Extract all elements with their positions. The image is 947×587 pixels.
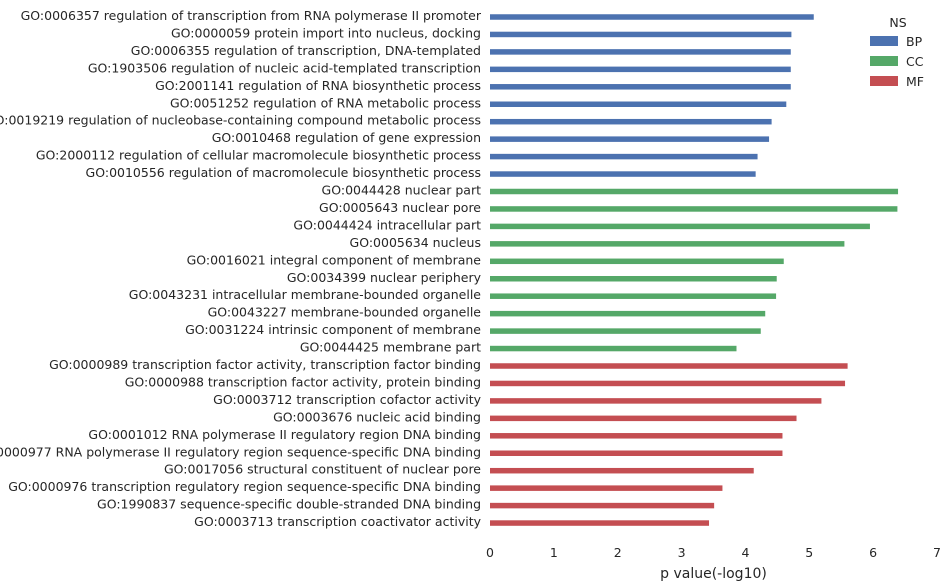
bar-cc	[490, 276, 777, 282]
bar-cc	[490, 223, 870, 230]
category-label: GO:2000112 regulation of cellular macrom…	[36, 148, 481, 163]
x-tick-label: 2	[614, 545, 622, 560]
bar-mf	[490, 433, 783, 439]
category-label: GO:0003676 nucleic acid binding	[273, 409, 481, 424]
bar-bp	[490, 84, 791, 90]
x-axis: 0 1 2 3 4 5 6 7	[486, 545, 941, 560]
legend-swatch-mf	[870, 76, 898, 86]
category-label: GO:1903506 regulation of nucleic acid-te…	[88, 60, 481, 75]
category-label: GO:1990837 sequence-specific double-stra…	[97, 497, 481, 512]
category-label: GO:0044424 intracellular part	[293, 217, 481, 232]
category-label: GO:0017056 structural constituent of nuc…	[164, 462, 481, 477]
legend: NS BP CC MF	[870, 15, 924, 89]
bar-bp	[490, 136, 770, 142]
category-label: GO:0044428 nuclear part	[322, 183, 482, 198]
bar-cc	[490, 310, 766, 317]
bar-mf	[490, 467, 754, 474]
bars-layer	[490, 14, 899, 526]
bar-bp	[490, 14, 814, 20]
x-tick-label: 5	[805, 545, 813, 560]
bar-mf	[490, 485, 723, 491]
category-labels-layer: GO:0006357 regulation of transcription f…	[0, 8, 482, 529]
category-label: GO:0010556 regulation of macromolecule b…	[86, 165, 481, 180]
bar-mf	[490, 363, 848, 369]
category-label: GO:0044425 membrane part	[300, 340, 481, 355]
bar-bp	[490, 101, 787, 107]
category-label: GO:0000989 transcription factor activity…	[49, 357, 481, 372]
x-tick-label: 1	[550, 545, 558, 560]
category-label: GO:0000988 transcription factor activity…	[125, 374, 481, 389]
bar-bp	[490, 49, 791, 55]
bar-cc	[490, 188, 899, 195]
category-label: GO:0000059 protein import into nucleus, …	[171, 25, 481, 40]
bar-cc	[490, 345, 737, 352]
category-label: GO:0043227 membrane-bounded organelle	[208, 305, 482, 320]
bar-bp	[490, 118, 772, 125]
category-label: GO:0001012 RNA polymerase II regulatory …	[88, 427, 481, 442]
category-label: GO:0019219 regulation of nucleobase-cont…	[0, 113, 481, 128]
bar-cc	[490, 241, 845, 247]
category-label: GO:0010468 regulation of gene expression	[212, 130, 481, 145]
bar-bp	[490, 171, 756, 177]
bar-cc	[490, 328, 761, 334]
bar-cc	[490, 293, 777, 299]
bar-bp	[490, 153, 758, 160]
bar-cc	[490, 206, 898, 212]
x-tick-label: 6	[869, 545, 877, 560]
bar-mf	[490, 502, 715, 509]
legend-label-bp: BP	[906, 34, 923, 49]
category-label: GO:0051252 regulation of RNA metabolic p…	[170, 95, 481, 110]
category-label: GO:0043231 intracellular membrane-bounde…	[129, 287, 482, 302]
category-label: GO:0006355 regulation of transcription, …	[131, 43, 481, 58]
category-label: GO:0000976 transcription regulatory regi…	[8, 479, 481, 494]
x-tick-label: 4	[741, 545, 749, 560]
legend-swatch-cc	[870, 56, 898, 66]
bar-bp	[490, 31, 792, 38]
x-axis-title: p value(-log10)	[660, 566, 767, 582]
category-label: GO:0000977 RNA polymerase II regulatory …	[0, 444, 481, 459]
category-label: GO:0005643 nuclear pore	[319, 200, 481, 215]
legend-label-mf: MF	[906, 74, 924, 89]
category-label: GO:0016021 integral component of membran…	[187, 252, 482, 267]
category-label: GO:0031224 intrinsic component of membra…	[185, 322, 481, 337]
bar-mf	[490, 415, 797, 422]
bar-cc	[490, 258, 784, 265]
category-label: GO:0006357 regulation of transcription f…	[21, 8, 482, 23]
bar-mf	[490, 520, 710, 526]
x-tick-label: 7	[933, 545, 941, 560]
bar-mf	[490, 380, 846, 387]
category-label: GO:0005634 nucleus	[350, 235, 481, 250]
bar-mf	[490, 398, 822, 404]
category-label: GO:0034399 nuclear periphery	[287, 270, 482, 285]
legend-swatch-bp	[870, 36, 898, 46]
category-label: GO:0003712 transcription cofactor activi…	[213, 392, 481, 407]
bar-bp	[490, 66, 791, 73]
x-tick-label: 0	[486, 545, 494, 560]
x-tick-label: 3	[678, 545, 686, 560]
bar-mf	[490, 450, 783, 456]
legend-title: NS	[889, 15, 906, 30]
legend-label-cc: CC	[906, 54, 924, 69]
category-label: GO:0003713 transcription coactivator act…	[194, 514, 481, 529]
category-label: GO:2001141 regulation of RNA biosyntheti…	[155, 78, 481, 93]
